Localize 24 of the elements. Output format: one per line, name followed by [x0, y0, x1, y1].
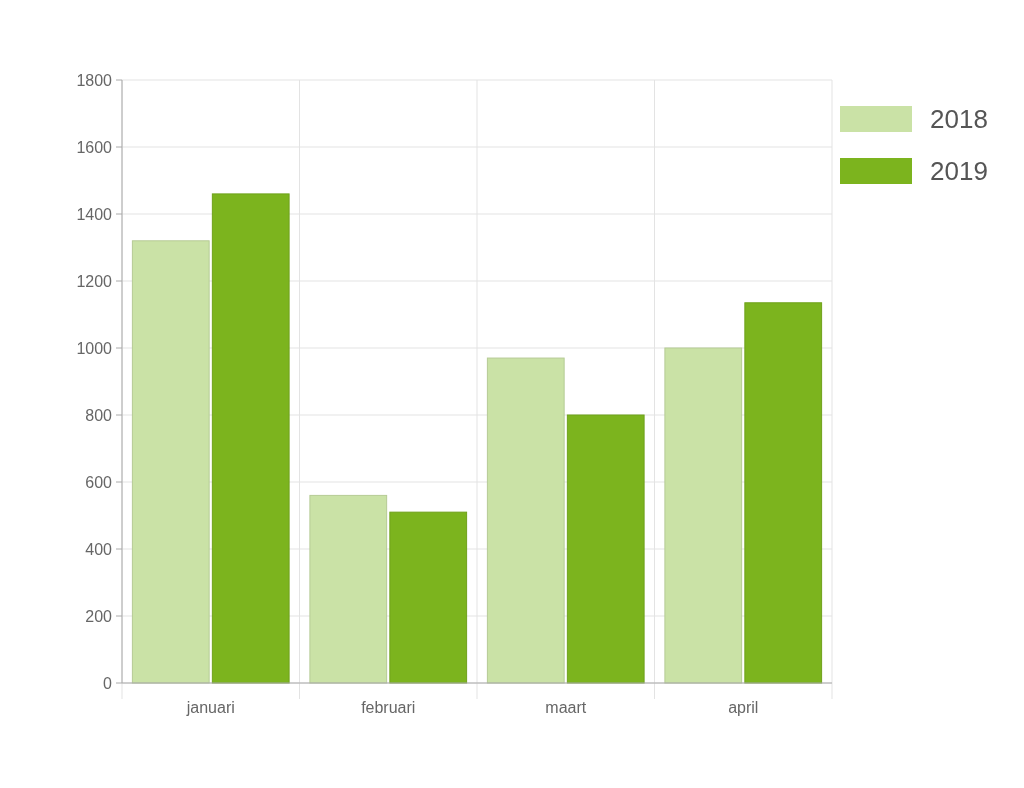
- bar: [309, 494, 388, 684]
- legend-label: 2019: [930, 156, 988, 187]
- y-tick-label: 1400: [76, 205, 113, 223]
- y-tick-label: 400: [85, 540, 113, 558]
- y-tick-label: 200: [85, 607, 113, 625]
- bar: [211, 193, 290, 684]
- bar: [744, 302, 823, 684]
- legend-label: 2018: [930, 104, 988, 135]
- bar: [131, 240, 210, 684]
- y-tick-label: 1800: [76, 71, 113, 89]
- x-tick-label: januari: [185, 699, 235, 716]
- x-tick-label: april: [728, 699, 759, 716]
- y-tick-label: 600: [85, 473, 113, 491]
- y-tick-label: 1200: [76, 272, 113, 290]
- y-tick-label: 1600: [76, 138, 113, 156]
- bar: [389, 511, 468, 684]
- y-tick-label: 0: [103, 674, 113, 692]
- bar: [664, 347, 743, 684]
- x-tick-label: maart: [545, 699, 587, 716]
- y-tick-label: 1000: [76, 339, 113, 357]
- bar: [566, 414, 645, 684]
- y-tick-label: 800: [85, 406, 113, 424]
- bar: [486, 357, 565, 684]
- x-tick-label: februari: [361, 699, 416, 716]
